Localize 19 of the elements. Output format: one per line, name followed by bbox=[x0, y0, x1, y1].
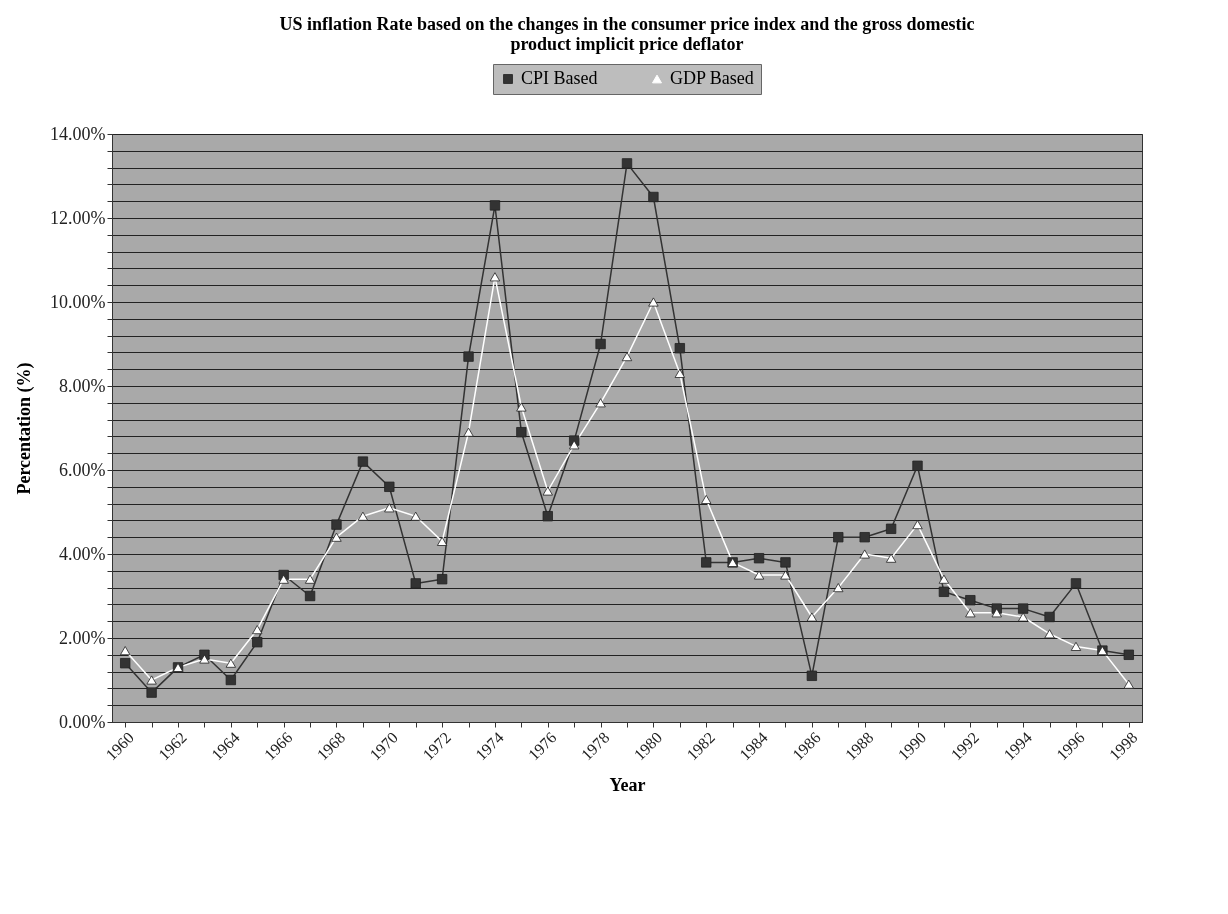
y-tick-label: 12.00% bbox=[50, 207, 106, 228]
x-axis-title: Year bbox=[609, 775, 646, 796]
x-tick-label: 1972 bbox=[419, 728, 454, 764]
x-tick-label: 1982 bbox=[683, 728, 719, 764]
chart-title: US inflation Rate based on the changes in the consumer price index and the gross domestic product implicit price deflator bbox=[279, 13, 975, 54]
y-tick-label: 10.00% bbox=[50, 291, 106, 312]
y-tick-label: 14.00% bbox=[50, 123, 106, 144]
y-tick-label: 8.00% bbox=[59, 375, 106, 396]
y-axis-title: Percentation (%) bbox=[14, 362, 36, 495]
x-tick-label: 1980 bbox=[630, 728, 666, 764]
y-tick-label: 6.00% bbox=[59, 459, 106, 480]
legend-label: GDP Based bbox=[670, 68, 754, 88]
x-tick-label: 1990 bbox=[894, 728, 930, 764]
x-tick-label: 1992 bbox=[947, 728, 983, 764]
x-tick-label: 1962 bbox=[155, 728, 190, 764]
y-tick-label: 4.00% bbox=[59, 543, 106, 564]
legend-label: CPI Based bbox=[521, 68, 598, 88]
x-tick-label: 1970 bbox=[366, 728, 402, 764]
y-tick-label: 2.00% bbox=[59, 627, 106, 648]
